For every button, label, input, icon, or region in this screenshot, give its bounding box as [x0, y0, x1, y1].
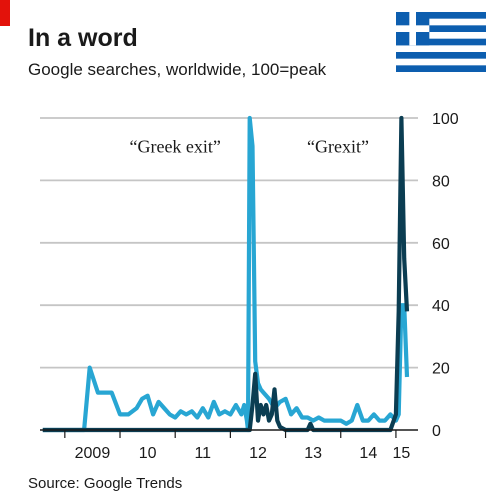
- flag-stripe: [396, 38, 486, 46]
- flag-stripe: [396, 52, 486, 59]
- x-tick-label: 11: [194, 445, 211, 462]
- flag-stripe: [396, 25, 486, 32]
- annotation-label: “Grexit”: [307, 136, 369, 156]
- x-tick-label: 14: [359, 445, 377, 462]
- x-tick-label: 2009: [75, 445, 111, 462]
- y-tick-label: 40: [432, 298, 450, 315]
- y-tick-labels: 0 20 40 60 80 100: [432, 111, 459, 440]
- y-tick-label: 20: [432, 361, 450, 378]
- chart-title: In a word: [28, 24, 138, 52]
- flag-cross-v: [409, 12, 416, 46]
- annotations: “Greek exit” “Grexit”: [129, 136, 369, 156]
- greek-flag-icon: [396, 12, 486, 72]
- x-tick-label: 13: [304, 445, 322, 462]
- x-axis: 2009 10 11 12 13 14 15: [40, 429, 418, 462]
- series-lines: [42, 115, 410, 433]
- y-tick-label: 80: [432, 173, 450, 190]
- series-line-1: [42, 115, 410, 433]
- x-tick-label: 12: [249, 445, 267, 462]
- gridlines: [40, 117, 418, 369]
- x-tick-label: 10: [139, 445, 157, 462]
- y-tick-label: 60: [432, 236, 450, 253]
- y-tick-label: 0: [432, 423, 441, 440]
- series-line-2: [42, 115, 410, 433]
- x-tick-label: 15: [393, 445, 411, 462]
- annotation-label: “Greek exit”: [129, 136, 220, 156]
- chart-subtitle: Google searches, worldwide, 100=peak: [28, 60, 327, 79]
- y-tick-label: 100: [432, 111, 459, 128]
- accent-bar: [0, 0, 10, 26]
- flag-stripe: [396, 12, 486, 19]
- flag-stripe: [396, 65, 486, 72]
- source-note: Source: Google Trends: [28, 475, 182, 492]
